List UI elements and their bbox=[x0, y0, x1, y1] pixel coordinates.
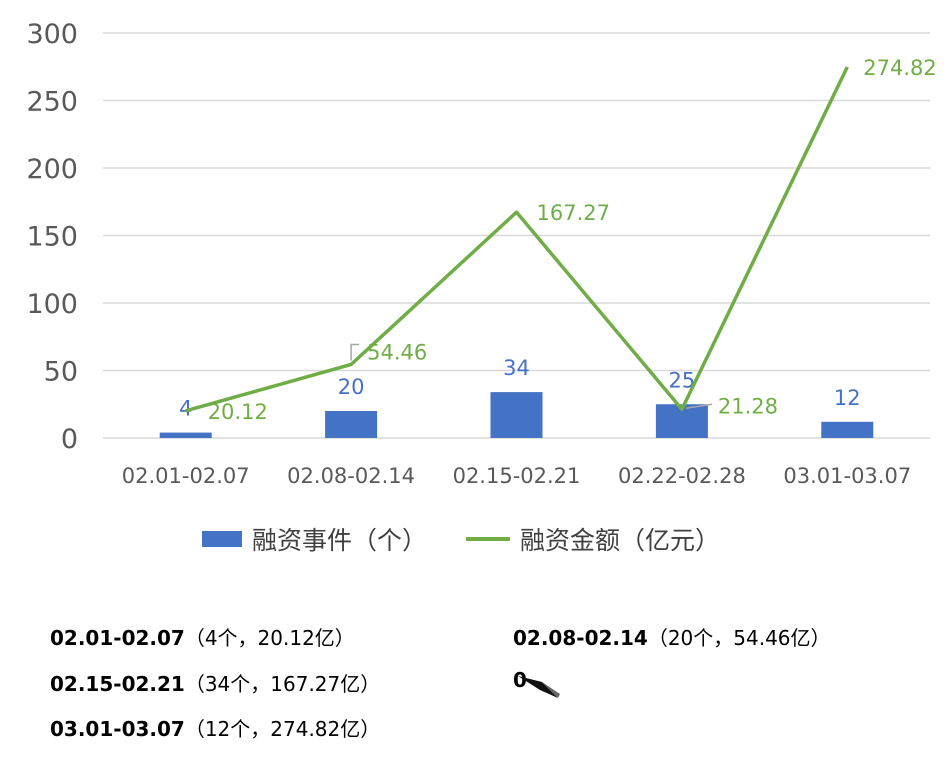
line-data-label: 167.27 bbox=[537, 201, 610, 225]
label-leader-line bbox=[350, 343, 360, 361]
line-data-label: 54.46 bbox=[367, 340, 427, 364]
legend-label-bar: 融资事件（个） bbox=[252, 526, 427, 555]
line-data-label: 21.28 bbox=[718, 394, 778, 418]
bar bbox=[821, 421, 874, 438]
summary-detail: （34个，167.27亿） bbox=[184, 672, 381, 696]
x-tick-label: 02.22-02.28 bbox=[618, 464, 746, 488]
bar bbox=[159, 432, 212, 438]
summary-detail: （20个，54.46亿） bbox=[647, 626, 831, 650]
bar bbox=[325, 411, 378, 438]
smudge-mark bbox=[518, 676, 560, 698]
line-data-label: 274.82 bbox=[863, 56, 936, 80]
bar-data-label: 4 bbox=[179, 397, 192, 421]
summary-item-5: 03.01-03.07（12个，274.82亿） bbox=[50, 713, 380, 742]
y-tick-label: 200 bbox=[26, 154, 78, 185]
summary-item-4: 0 bbox=[513, 668, 527, 692]
x-tick-label: 02.15-02.21 bbox=[453, 464, 581, 488]
summary-item-2: 02.08-02.14（20个，54.46亿） bbox=[513, 622, 831, 651]
summary-item-3: 02.15-02.21（34个，167.27亿） bbox=[50, 668, 380, 697]
series-line bbox=[185, 66, 849, 413]
y-tick-label: 150 bbox=[26, 222, 78, 253]
summary-item-1: 02.01-02.07（4个，20.12亿） bbox=[50, 622, 355, 651]
legend-label-line: 融资金额（亿元） bbox=[520, 526, 720, 555]
line-series: 20.12 54.46 167.27 21.28 274.82 bbox=[185, 56, 937, 424]
x-tick-label: 03.01-03.07 bbox=[783, 464, 911, 488]
summary-detail: （4个，20.12亿） bbox=[184, 626, 355, 650]
x-tick-label: 02.01-02.07 bbox=[122, 464, 250, 488]
y-tick-label: 100 bbox=[26, 289, 78, 320]
y-tick-label: 300 bbox=[26, 19, 78, 50]
label-leader-line bbox=[685, 403, 713, 410]
y-tick-label: 50 bbox=[44, 357, 78, 388]
gridlines bbox=[103, 32, 930, 439]
legend-swatch-bar bbox=[202, 531, 242, 547]
y-axis: 0 50 100 150 200 250 300 bbox=[26, 19, 78, 455]
x-axis: 02.01-02.07 02.08-02.14 02.15-02.21 02.22-0… bbox=[122, 464, 911, 488]
summary-detail: （12个，274.82亿） bbox=[184, 717, 381, 741]
summary-period: 02.01-02.07 bbox=[50, 626, 185, 650]
summary-period: 02.08-02.14 bbox=[513, 626, 648, 650]
bar bbox=[490, 392, 543, 438]
y-tick-label: 250 bbox=[26, 87, 78, 118]
bar-data-label: 20 bbox=[338, 375, 365, 399]
legend: 融资事件（个） 融资金额（亿元） bbox=[202, 526, 720, 555]
line-data-label: 20.12 bbox=[208, 400, 268, 424]
summary-period: 03.01-03.07 bbox=[50, 717, 185, 741]
x-tick-label: 02.08-02.14 bbox=[287, 464, 415, 488]
summary-period: 02.15-02.21 bbox=[50, 672, 185, 696]
summary-period: 0 bbox=[513, 668, 527, 692]
bar-data-label: 12 bbox=[834, 386, 861, 410]
bar-data-label: 34 bbox=[503, 356, 530, 380]
y-tick-label: 0 bbox=[61, 424, 78, 455]
